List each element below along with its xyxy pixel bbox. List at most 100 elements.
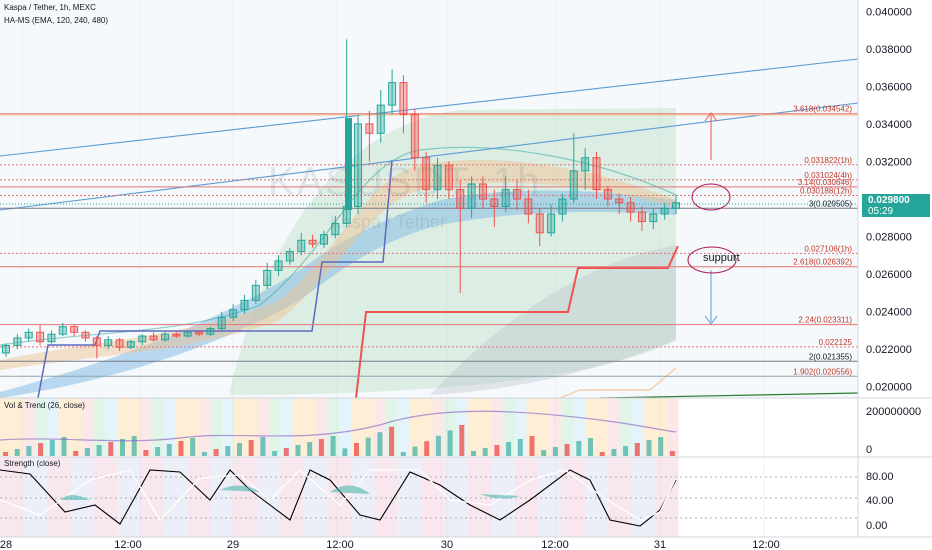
vol-band-36 (421, 398, 433, 456)
str-band-45 (526, 457, 539, 537)
price-badge-countdown: 05:29 (868, 206, 894, 217)
y-tick-4: 0.032000 (866, 156, 912, 168)
vol-band-22 (257, 398, 270, 456)
y-tick-8: 0.024000 (866, 307, 912, 319)
vol-band-47 (549, 398, 562, 456)
str-band-46 (538, 457, 550, 537)
vol-bar-0 (3, 452, 8, 456)
str-band-44 (514, 457, 527, 537)
vol-band-34 (397, 398, 410, 456)
candle-body-33 (376, 104, 385, 134)
str-band-41 (479, 457, 492, 537)
support-note[interactable]: suppurt (703, 252, 740, 264)
candle-body-32 (365, 123, 374, 134)
candle-body-20 (229, 309, 238, 318)
y-tick-1: 0.038000 (866, 44, 912, 56)
candle-body-8 (92, 337, 101, 346)
candle-body-5 (58, 326, 67, 335)
str-band-22 (257, 457, 270, 537)
y-tick-9: 0.022000 (866, 344, 912, 356)
vol-bar-37 (435, 435, 441, 456)
vol-bar-55 (646, 440, 652, 456)
vol-band-50 (585, 398, 597, 456)
x-tick-0: 28 (0, 539, 12, 550)
str-band-16 (187, 457, 199, 537)
candle-body-7 (81, 331, 90, 339)
vol-bar-27 (318, 439, 324, 456)
str-band-54 (631, 457, 644, 537)
price-badge-value: 0.029800 (868, 195, 910, 206)
symbol-title[interactable]: Kaspa / Tether, 1h, MEXC (4, 3, 96, 12)
candle-body-4 (47, 333, 56, 343)
vol-bar-53 (623, 446, 629, 456)
vol-band-54 (631, 398, 644, 456)
vol-bar-8 (96, 445, 102, 456)
candle-body-0 (2, 344, 10, 354)
vol-bar-23 (272, 451, 278, 456)
vol-band-48 (561, 398, 574, 456)
candle-body-10 (115, 339, 124, 348)
str-band-19 (222, 457, 234, 537)
vol-bar-38 (447, 430, 453, 456)
vol-band-42 (491, 398, 504, 456)
volume-pane-title[interactable]: Vol & Trend (26, close) (4, 401, 85, 410)
str-band-34 (397, 457, 410, 537)
str-band-17 (198, 457, 211, 537)
str-band-52 (608, 457, 621, 537)
vol-band-26 (304, 398, 316, 456)
str-band-10 (117, 457, 129, 537)
str-band-27 (315, 457, 328, 537)
candle-body-17 (195, 331, 204, 335)
vol-bar-18 (213, 449, 219, 456)
y-tick-10: 0.020000 (866, 382, 912, 394)
candle-body-54 (615, 198, 624, 204)
candle-body-21 (240, 299, 249, 311)
strength-pane-title[interactable]: Strength (close) (4, 459, 61, 468)
vol-bar-40 (471, 451, 476, 456)
vol-bar-10 (120, 439, 125, 456)
candle-body-56 (637, 211, 646, 223)
candle-body-53 (603, 189, 612, 200)
vol-band-35 (409, 398, 422, 456)
watermark-ticker: KASUSDT, 1h (268, 160, 542, 204)
vol-bar-6 (73, 451, 79, 456)
level-label-5: 3(0.029505) (809, 199, 852, 208)
str-band-14 (163, 457, 176, 537)
indicator-title[interactable]: HA-MS (EMA, 120, 240, 480) (4, 16, 109, 25)
str-band-57 (666, 457, 679, 537)
candle-body-36 (410, 114, 419, 159)
str-band-24 (280, 457, 293, 537)
level-label-11: 1.902(0.020556) (793, 367, 852, 376)
vol-bar-39 (459, 425, 465, 456)
str-band-28 (327, 457, 340, 537)
candles-layer (2, 39, 680, 359)
candle-body-28 (319, 234, 328, 245)
vol-band-5 (58, 398, 71, 456)
candle-body-15 (172, 333, 181, 337)
target-arrow-head (704, 112, 718, 122)
candle-body-24 (274, 260, 283, 271)
vol-bar-48 (564, 444, 570, 456)
price-circle-marker (691, 183, 731, 211)
vol-band-25 (292, 398, 305, 456)
vol-bar-11 (131, 436, 137, 456)
vol-bar-19 (225, 446, 231, 456)
watermark-name: Kaspa / Tether (330, 212, 446, 232)
vol-band-32 (374, 398, 387, 456)
vol-band-27 (315, 398, 328, 456)
candle-body-43 (490, 198, 499, 208)
candle-body-44 (501, 189, 510, 208)
level-label-3: 3.14(0.030646) (798, 178, 853, 187)
level-label-10: 2(0.021355) (809, 352, 852, 361)
vol-band-37 (432, 398, 445, 456)
str-band-0 (0, 457, 12, 537)
str-band-40 (468, 457, 480, 537)
candle-body-37 (422, 157, 431, 191)
vol-band-51 (596, 398, 609, 456)
vol-axis-bottom: 0 (866, 444, 872, 456)
trendline-upper (0, 58, 859, 157)
vol-band-13 (152, 398, 164, 456)
candle-body-49 (558, 198, 567, 215)
trend-line-green (599, 392, 859, 399)
